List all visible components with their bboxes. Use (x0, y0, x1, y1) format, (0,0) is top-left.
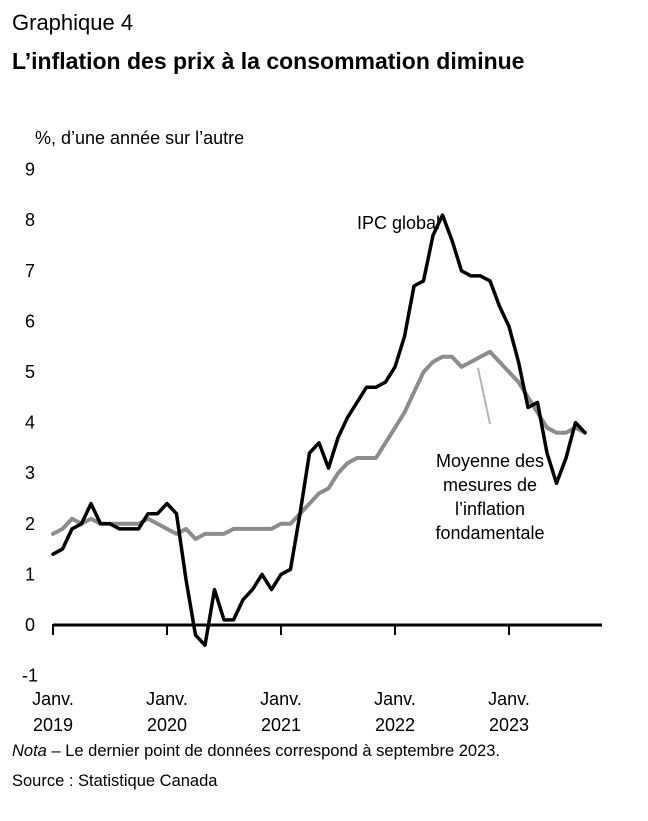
x-tick-label: 2023 (489, 715, 529, 735)
y-tick-label: -1 (22, 666, 38, 686)
inflation-line-chart: %, d’une année sur l’autre -1 0 1 2 3 4 5 6 7 8 9 Ja… (22, 128, 602, 735)
x-tick-label: 2020 (147, 715, 187, 735)
y-tick-label: 5 (25, 362, 35, 382)
series-label-leader (477, 367, 491, 425)
y-tick-label: 2 (25, 514, 35, 534)
y-tick-label: 9 (25, 160, 35, 180)
x-tick-label: Janv. (32, 689, 74, 709)
y-tick-label: 3 (25, 463, 35, 483)
y-tick-label: 7 (25, 261, 35, 281)
y-tick-label: 1 (25, 564, 35, 584)
series-label-core: mesures de (443, 475, 537, 495)
x-tick-label: Janv. (488, 689, 530, 709)
note-label: Nota (12, 742, 47, 760)
x-tick-label: Janv. (260, 689, 302, 709)
x-tick-label: Janv. (374, 689, 416, 709)
series-label-cpi: IPC global (357, 213, 440, 233)
chart-title: L’inflation des prix à la consommation d… (12, 48, 525, 74)
x-tick-label: 2022 (375, 715, 415, 735)
y-tick-label: 4 (25, 413, 35, 433)
series-line-cpi (51, 213, 587, 647)
chart-source: Source : Statistique Canada (12, 772, 218, 790)
y-tick-label: 0 (25, 615, 35, 635)
series-label-core: fondamentale (435, 523, 544, 543)
x-tick-label: 2021 (261, 715, 301, 735)
note-text: – Le dernier point de données correspond… (46, 742, 501, 760)
series-label-core: l’inflation (455, 499, 525, 519)
y-tick-label: 8 (25, 210, 35, 230)
y-axis-label: %, d’une année sur l’autre (35, 128, 244, 148)
x-tick-label: Janv. (146, 689, 188, 709)
chart-kicker: Graphique 4 (12, 10, 134, 35)
chart-note: Nota – Le dernier point de données corre… (12, 742, 500, 761)
series-label-core: Moyenne des (436, 451, 544, 471)
x-tick-label: 2019 (33, 715, 73, 735)
y-tick-label: 6 (25, 311, 35, 331)
